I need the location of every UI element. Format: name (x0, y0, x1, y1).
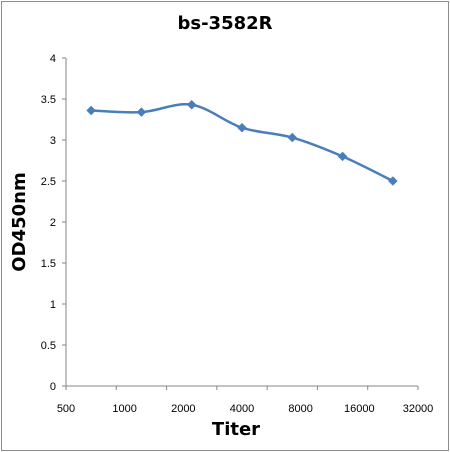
y-tick-label: 2.5 (41, 176, 56, 188)
y-tick-label: 0 (50, 381, 56, 393)
x-tick-label: 2000 (171, 403, 195, 415)
y-tick-label: 2 (50, 217, 56, 229)
y-tick-label: 3.5 (41, 94, 56, 106)
y-tick-label: 0.5 (41, 340, 56, 352)
x-tick-label: 8000 (288, 403, 312, 415)
data-point-marker (237, 122, 247, 133)
y-tick-label: 1 (50, 299, 56, 311)
x-tick-label: 500 (57, 403, 75, 415)
x-tick-label: 16000 (344, 403, 375, 415)
data-point-marker (337, 151, 348, 162)
data-point-marker (186, 99, 197, 110)
data-point-marker (388, 176, 398, 186)
series-line (91, 103, 394, 183)
x-tick-label: 1000 (112, 403, 136, 415)
chart-title: bs-3582R (177, 13, 272, 34)
x-tick-label: 4000 (230, 403, 254, 415)
x-axis-title: Titer (212, 419, 260, 440)
data-point-marker (287, 132, 298, 143)
data-point-marker (86, 105, 96, 116)
y-tick-label: 4 (50, 53, 56, 65)
data-point-marker (136, 107, 147, 117)
x-tick-label: 32000 (403, 403, 434, 415)
y-tick-label: 1.5 (41, 258, 56, 270)
y-axis-title: OD450nm (9, 172, 30, 271)
y-tick-label: 3 (50, 135, 56, 147)
